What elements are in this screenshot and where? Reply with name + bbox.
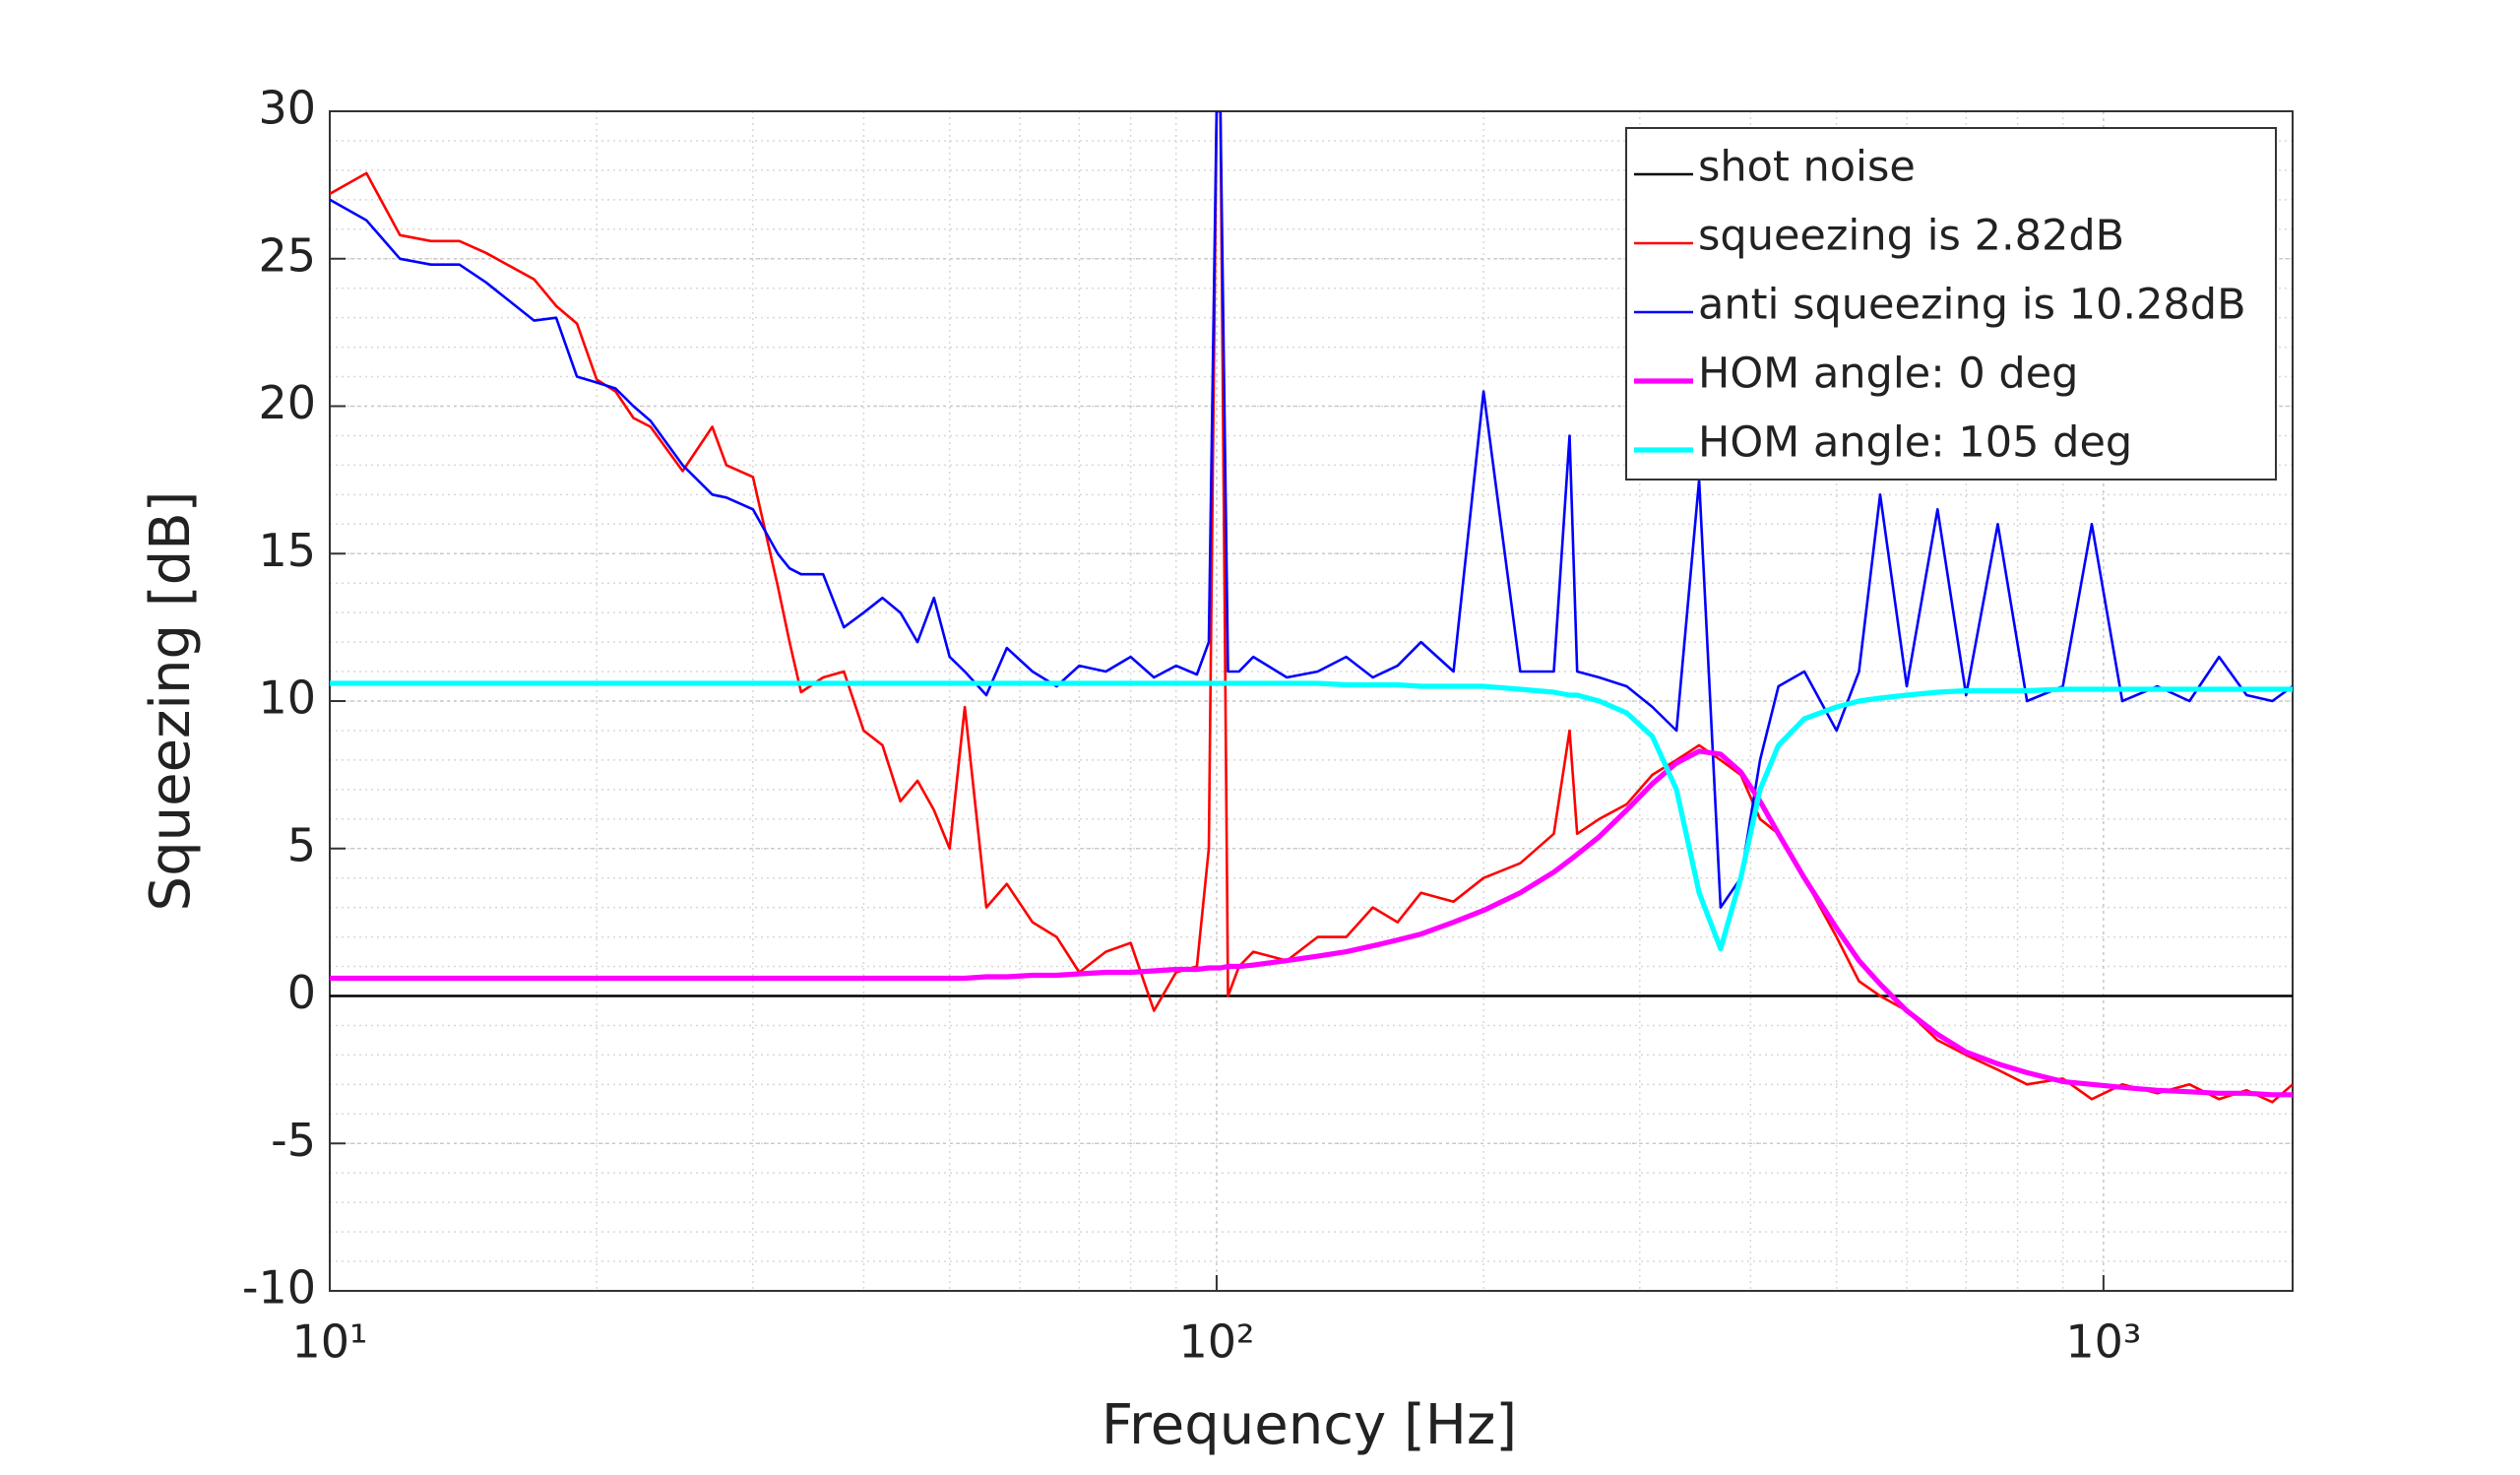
series-line [330, 680, 2293, 952]
x-tick-label: 10¹ [292, 1315, 368, 1369]
series-line [330, 111, 2293, 909]
legend-box [1625, 127, 2277, 481]
y-tick-label: 30 [258, 82, 316, 135]
plot-frame [329, 110, 2294, 1292]
legend-label: shot noise [1698, 143, 1916, 192]
legend-label: squeezing is 2.82dB [1698, 212, 2124, 261]
y-tick-label: 20 [258, 376, 316, 429]
y-tick-label: 15 [258, 524, 316, 577]
y-tick-label: 5 [287, 818, 316, 871]
x-axis-label: Frequency [Hz] [1102, 1393, 1517, 1457]
y-tick-label: -10 [242, 1261, 316, 1315]
y-tick-label: 25 [258, 228, 316, 282]
x-tick-label: 10³ [2065, 1315, 2141, 1369]
y-tick-label: 10 [258, 672, 316, 725]
plot-area [330, 111, 2293, 1104]
y-tick-label: 0 [287, 966, 316, 1019]
series-line [330, 748, 2293, 1098]
y-tick-label: -5 [271, 1114, 316, 1167]
series-line [330, 111, 2293, 1104]
y-axis-label: Squeezing [dB] [139, 491, 203, 912]
x-tick-label: 10² [1178, 1315, 1254, 1369]
legend-label: anti squeezing is 10.28dB [1698, 281, 2246, 330]
legend-label: HOM angle: 0 deg [1698, 350, 2078, 399]
legend-label: HOM angle: 105 deg [1698, 418, 2132, 468]
